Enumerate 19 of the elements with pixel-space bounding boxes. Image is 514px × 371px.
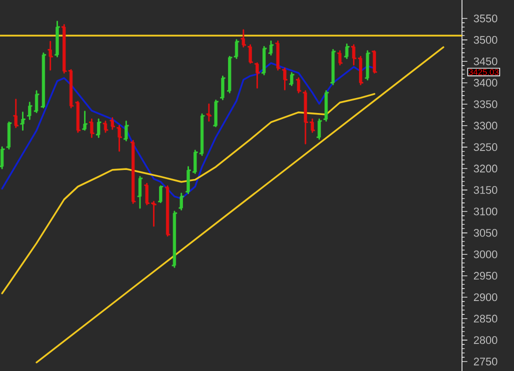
y-tick-label: 3200 <box>474 164 498 172</box>
y-tick-label: 3100 <box>474 208 498 216</box>
y-tick-label: 3350 <box>474 100 498 108</box>
y-tick-label: 2950 <box>474 272 498 280</box>
y-tick-label: 3550 <box>474 14 498 22</box>
y-tick-label: 2750 <box>474 358 498 366</box>
y-tick-label: 2800 <box>474 336 498 344</box>
text: 3425.03 <box>468 69 499 76</box>
line-series <box>1 93 376 294</box>
y-tick-label: 3250 <box>474 143 498 151</box>
y-tick-label: 3400 <box>474 78 498 87</box>
y-tick-label: 3500 <box>474 36 498 44</box>
y-tick-label: 3450 <box>474 57 498 66</box>
y-tick-label: 3050 <box>474 229 498 237</box>
y-tick-label: 3300 <box>474 122 498 130</box>
y-tick-label: 2900 <box>474 293 498 302</box>
y-tick-label: 3000 <box>474 250 498 258</box>
y-tick-label: 2850 <box>474 314 498 323</box>
y-tick-label: 3150 <box>474 186 498 194</box>
